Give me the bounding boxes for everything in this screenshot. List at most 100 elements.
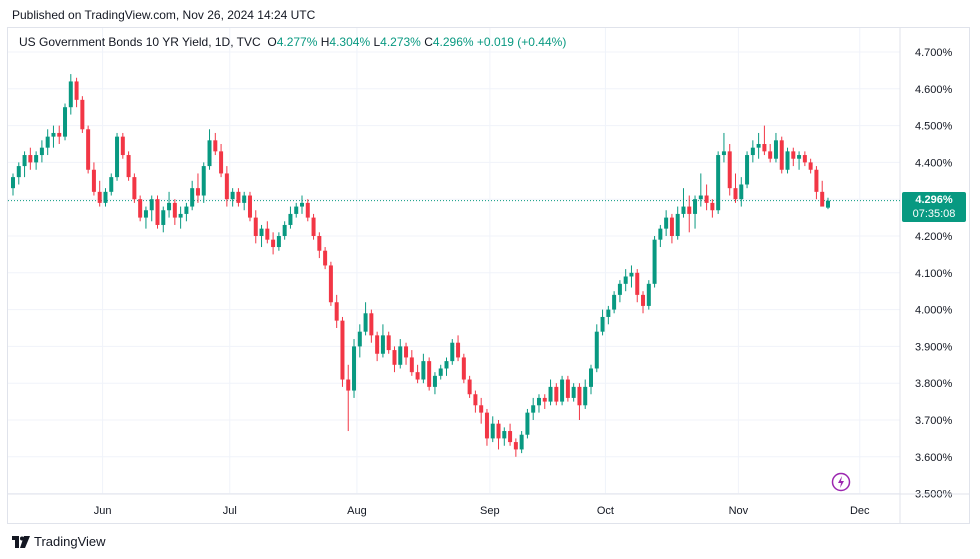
bar-countdown: 07:35:08 bbox=[912, 208, 956, 220]
legend-high-label: H bbox=[320, 35, 330, 49]
candle-body bbox=[779, 140, 784, 170]
candle-body bbox=[375, 335, 380, 354]
candle-body bbox=[28, 155, 33, 163]
candle-body bbox=[577, 386, 582, 406]
y-tick-label: 3.900% bbox=[915, 341, 953, 353]
candle-body bbox=[201, 166, 206, 196]
y-tick-label: 3.800% bbox=[915, 378, 953, 390]
candle-body bbox=[126, 155, 131, 178]
candle-body bbox=[565, 379, 570, 398]
y-tick-label: 4.500% bbox=[915, 121, 953, 133]
candle-body bbox=[80, 99, 85, 130]
candle-body bbox=[721, 151, 726, 156]
candle-body bbox=[727, 151, 732, 189]
candle-body bbox=[323, 250, 328, 266]
y-tick-label: 4.200% bbox=[915, 231, 953, 243]
legend-open-label: O bbox=[267, 35, 277, 49]
candle-body bbox=[184, 206, 189, 214]
candle-body bbox=[508, 431, 513, 443]
candle-body bbox=[247, 195, 252, 218]
candle-body bbox=[571, 386, 576, 398]
footer-brand[interactable]: TradingView bbox=[34, 534, 106, 549]
candle-body bbox=[265, 228, 270, 240]
candle-body bbox=[120, 136, 125, 156]
candle-body bbox=[143, 210, 148, 218]
candle-body bbox=[190, 188, 195, 207]
y-tick-label: 4.600% bbox=[915, 84, 953, 96]
x-tick-label: Oct bbox=[597, 505, 614, 517]
candle-body bbox=[363, 313, 368, 332]
candle-body bbox=[161, 210, 166, 225]
candle-body bbox=[473, 394, 478, 406]
candle-body bbox=[357, 331, 362, 347]
candle-body bbox=[45, 136, 50, 148]
candle-body bbox=[328, 265, 333, 303]
candle-body bbox=[253, 217, 258, 236]
candle-body bbox=[276, 236, 281, 248]
candle-body bbox=[797, 155, 802, 159]
candle-body bbox=[525, 412, 530, 435]
candle-body bbox=[791, 151, 796, 159]
candle-body bbox=[750, 147, 755, 156]
candle-body bbox=[103, 191, 108, 203]
candle-body bbox=[305, 202, 310, 218]
candle-body bbox=[594, 331, 599, 369]
candle-body bbox=[536, 397, 541, 406]
candle-body bbox=[317, 236, 322, 251]
candle-body bbox=[456, 342, 461, 358]
candle-body bbox=[392, 350, 397, 365]
y-tick-label: 3.700% bbox=[915, 415, 953, 427]
candle-body bbox=[739, 184, 744, 200]
candle-body bbox=[172, 202, 177, 218]
candle-body bbox=[236, 191, 241, 203]
candle-body bbox=[467, 379, 472, 395]
candle-body bbox=[369, 313, 374, 336]
y-tick-label: 4.100% bbox=[915, 268, 953, 280]
candle-body bbox=[583, 386, 588, 406]
legend-open: 4.277% bbox=[276, 35, 318, 49]
candle-body bbox=[68, 81, 73, 108]
x-tick-label: Jul bbox=[223, 505, 237, 517]
candle-body bbox=[710, 202, 715, 211]
candle-body bbox=[600, 316, 605, 332]
chart-frame bbox=[7, 27, 970, 524]
candle-body bbox=[39, 147, 44, 156]
candle-body bbox=[450, 342, 455, 362]
candle-body bbox=[398, 346, 403, 365]
candle-body bbox=[681, 206, 686, 214]
candle-body bbox=[693, 199, 698, 214]
candle-body bbox=[675, 213, 680, 236]
candle-body bbox=[560, 379, 565, 402]
candle-body bbox=[340, 320, 345, 380]
candle-body bbox=[768, 151, 773, 159]
candle-body bbox=[242, 195, 247, 203]
tradingview-logo-icon bbox=[12, 535, 30, 548]
published-info: Published on TradingView.com, Nov 26, 20… bbox=[12, 8, 316, 22]
legend-symbol: US Government Bonds 10 YR Yield, 1D, TVC bbox=[19, 35, 261, 49]
candle-body bbox=[167, 202, 172, 211]
candle-body bbox=[282, 224, 287, 236]
x-tick-label: Sep bbox=[480, 505, 500, 517]
candle-body bbox=[11, 177, 15, 189]
candle-body bbox=[629, 272, 634, 277]
legend-low: 4.273% bbox=[380, 35, 421, 49]
candle-body bbox=[438, 368, 443, 376]
lightning-icon[interactable] bbox=[831, 472, 851, 492]
candle-body bbox=[404, 346, 409, 358]
candle-body bbox=[207, 140, 212, 167]
candle-body bbox=[589, 368, 593, 387]
legend-change: +0.019 (+0.44%) bbox=[476, 35, 567, 49]
candle-body bbox=[178, 213, 183, 218]
candle-body bbox=[195, 188, 200, 196]
candle-body bbox=[502, 431, 507, 439]
candle-body bbox=[646, 283, 651, 306]
candle-body bbox=[612, 294, 617, 310]
candle-body bbox=[16, 166, 21, 178]
candle-body bbox=[519, 434, 524, 450]
legend-close: 4.296% bbox=[432, 35, 474, 49]
candle-body bbox=[669, 217, 674, 236]
candle-body bbox=[213, 140, 218, 152]
candle-body bbox=[531, 405, 536, 413]
candle-body bbox=[149, 199, 154, 211]
